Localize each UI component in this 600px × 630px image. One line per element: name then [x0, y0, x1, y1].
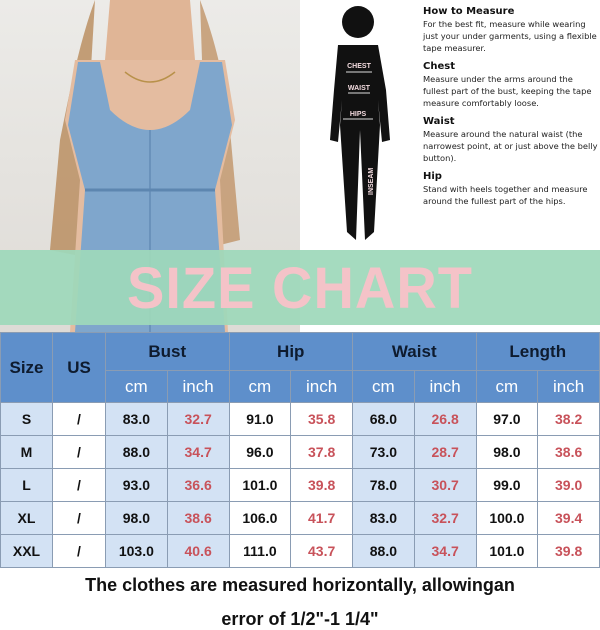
guide-text-waist: Measure around the natural waist (the na… — [423, 129, 598, 163]
inch-cell: 38.6 — [166, 501, 230, 535]
header-size: Size — [0, 332, 53, 403]
inch-cell: 28.7 — [413, 435, 477, 469]
cm-cell: 111.0 — [228, 534, 292, 568]
measuring-guide: How to Measure For the best fit, measure… — [423, 6, 600, 207]
us-cell: / — [52, 534, 106, 568]
inch-cell: 32.7 — [413, 501, 477, 535]
size-cell: S — [0, 402, 53, 436]
table-row: S/83.0 32.7 91.0 35.8 68.0 26.8 97.0 38.2 — [0, 402, 600, 436]
cm-cell: 68.0 — [352, 402, 415, 436]
size-table: Size US Bust Hip Waist Length cm inch cm in… — [0, 332, 600, 568]
header-hip: Hip — [228, 332, 353, 371]
header-unit-cm: cm — [475, 370, 539, 403]
cm-cell: 100.0 — [475, 501, 539, 535]
inch-cell: 36.6 — [166, 468, 230, 502]
cm-cell: 91.0 — [228, 402, 292, 436]
measurement-note-line2: error of 1/2"-1 1/4" — [221, 609, 379, 629]
inch-cell: 38.2 — [537, 402, 600, 436]
size-cell: M — [0, 435, 53, 469]
header-unit-inch: inch — [537, 370, 600, 403]
inch-cell: 35.8 — [290, 402, 353, 436]
measurement-note-line1: The clothes are measured horizontally, a… — [85, 575, 515, 595]
header-bust: Bust — [105, 332, 230, 371]
inch-cell: 39.8 — [290, 468, 353, 502]
size-cell: XL — [0, 501, 53, 535]
chest-label: CHEST — [347, 63, 371, 70]
inch-cell: 30.7 — [413, 468, 477, 502]
waist-label: WAIST — [348, 85, 371, 92]
us-cell: / — [52, 402, 106, 436]
header-unit-inch: inch — [290, 370, 353, 403]
inseam-label: INSEAM — [368, 168, 375, 195]
inch-cell: 34.7 — [166, 435, 230, 469]
size-cell: L — [0, 468, 53, 502]
banner-title: SIZE CHART — [127, 254, 473, 321]
cm-cell: 78.0 — [352, 468, 415, 502]
size-chart-banner: SIZE CHART — [0, 250, 600, 325]
header-unit-cm: cm — [228, 370, 292, 403]
cm-cell: 96.0 — [228, 435, 292, 469]
header-length: Length — [475, 332, 600, 371]
header-unit-cm: cm — [105, 370, 168, 403]
table-row: XL/98.0 38.6 106.0 41.7 83.0 32.7 100.0 39.4 — [0, 501, 600, 535]
cm-cell: 83.0 — [105, 402, 168, 436]
table-row: L/93.0 36.6 101.0 39.8 78.0 30.7 99.0 39.0 — [0, 468, 600, 502]
inch-cell: 40.6 — [166, 534, 230, 568]
inch-cell: 39.8 — [537, 534, 600, 568]
guide-title-waist: Waist — [423, 116, 455, 127]
body-silhouette: CHEST WAIST HIPS INSEAM — [310, 0, 410, 250]
cm-cell: 98.0 — [475, 435, 539, 469]
inch-cell: 38.6 — [537, 435, 600, 469]
inch-cell: 43.7 — [290, 534, 353, 568]
cm-cell: 98.0 — [105, 501, 168, 535]
inch-cell: 41.7 — [290, 501, 353, 535]
us-cell: / — [52, 435, 106, 469]
inch-cell: 26.8 — [413, 402, 477, 436]
cm-cell: 101.0 — [228, 468, 292, 502]
cm-cell: 106.0 — [228, 501, 292, 535]
size-cell: XXL — [0, 534, 53, 568]
header-waist: Waist — [352, 332, 477, 371]
header-unit-inch: inch — [166, 370, 230, 403]
inch-cell: 39.0 — [537, 468, 600, 502]
header-unit-inch: inch — [413, 370, 477, 403]
cm-cell: 101.0 — [475, 534, 539, 568]
inch-cell: 37.8 — [290, 435, 353, 469]
inch-cell: 39.4 — [537, 501, 600, 535]
cm-cell: 93.0 — [105, 468, 168, 502]
us-cell: / — [52, 501, 106, 535]
inch-cell: 32.7 — [166, 402, 230, 436]
inch-cell: 34.7 — [413, 534, 477, 568]
guide-title-chest: Chest — [423, 61, 455, 72]
cm-cell: 88.0 — [352, 534, 415, 568]
cm-cell: 99.0 — [475, 468, 539, 502]
cm-cell: 97.0 — [475, 402, 539, 436]
header-unit-cm: cm — [352, 370, 415, 403]
cm-cell: 88.0 — [105, 435, 168, 469]
table-row: XXL/103.0 40.6 111.0 43.7 88.0 34.7 101.0 39.8 — [0, 534, 600, 568]
cm-cell: 73.0 — [352, 435, 415, 469]
hips-label: HIPS — [350, 111, 367, 118]
cm-cell: 83.0 — [352, 501, 415, 535]
guide-text-how: For the best fit, measure while wearing … — [423, 19, 597, 53]
table-row: M/88.0 34.7 96.0 37.8 73.0 28.7 98.0 38.6 — [0, 435, 600, 469]
guide-text-hip: Stand with heels together and measure ar… — [423, 184, 588, 206]
guide-text-chest: Measure under the arms around the fulles… — [423, 74, 592, 108]
us-cell: / — [52, 468, 106, 502]
guide-title-hip: Hip — [423, 171, 442, 182]
guide-title-how: How to Measure — [423, 6, 515, 17]
header-us: US — [52, 332, 106, 403]
cm-cell: 103.0 — [105, 534, 168, 568]
